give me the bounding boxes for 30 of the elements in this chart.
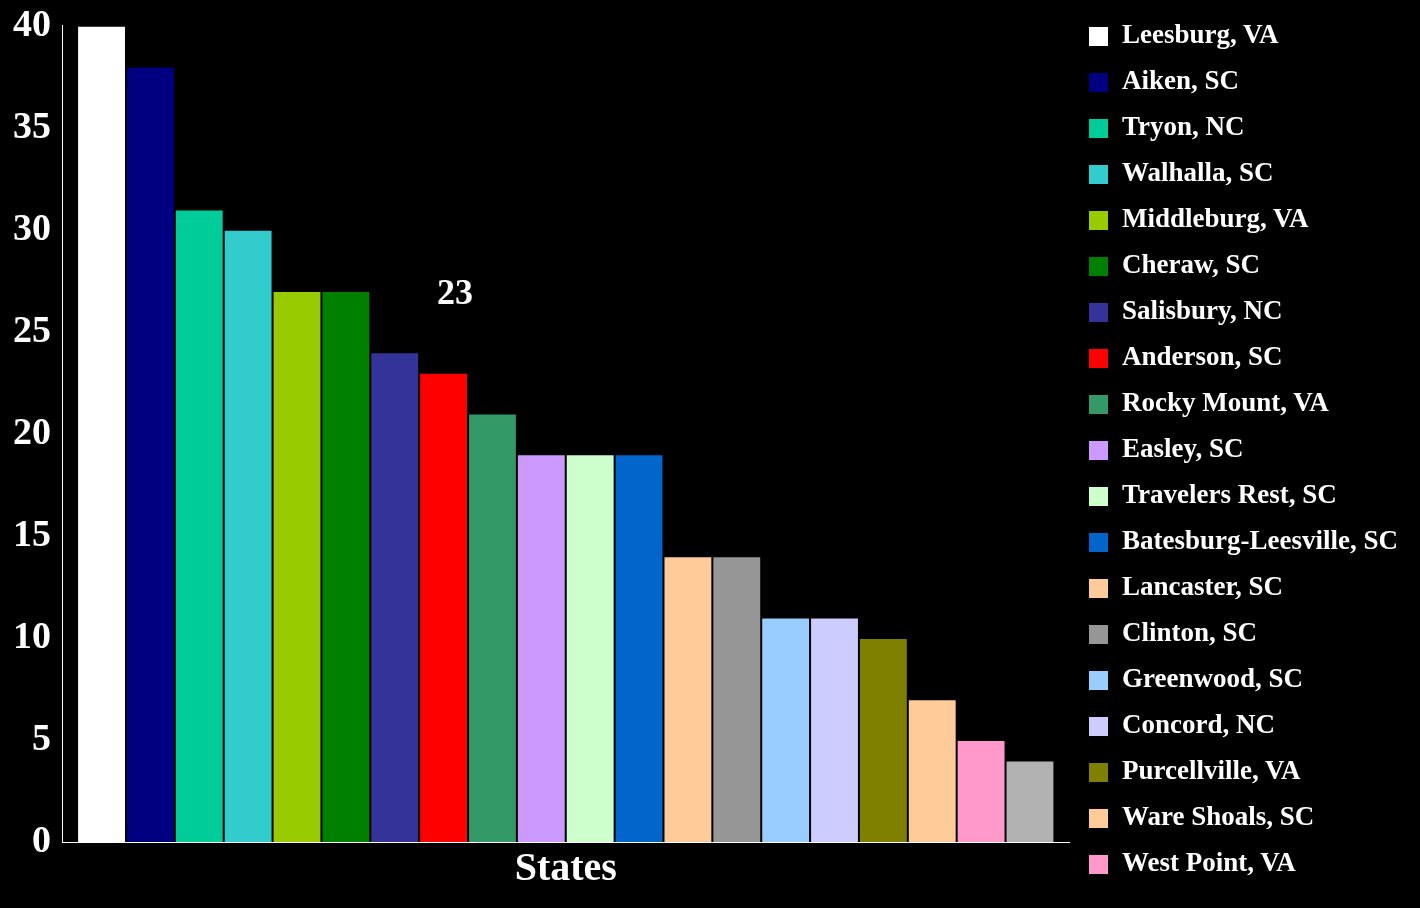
y-tick-label: 35 (13, 103, 51, 146)
legend-label: Ware Shoals, SC (1122, 801, 1315, 832)
legend-label: Greenwood, SC (1122, 663, 1304, 694)
legend-label: Travelers Rest, SC (1122, 479, 1337, 510)
legend-label: West Point, VA (1122, 847, 1297, 878)
legend-label: Easley, SC (1122, 433, 1244, 464)
legend-label: Walhalla, SC (1122, 157, 1274, 188)
annotation: 23 (436, 272, 473, 313)
y-tick-label: 5 (32, 715, 51, 758)
y-tick-label: 25 (13, 307, 51, 350)
legend-label: Batesburg-Leesville, SC (1122, 525, 1399, 556)
y-tick-label: 10 (13, 613, 51, 656)
legend-label: Tryon, NC (1122, 111, 1245, 142)
legend-label: Salisbury, NC (1122, 295, 1283, 326)
legend-label: Cheraw, SC (1122, 249, 1261, 280)
x-axis-title: States (514, 844, 617, 890)
legend-label: Aiken, SC (1122, 65, 1240, 96)
legend-label: Anderson, SC (1122, 341, 1283, 372)
legend-label: Middleburg, VA (1122, 203, 1310, 234)
legend-label: Leesburg, VA (1122, 19, 1280, 50)
y-tick-label: 20 (13, 409, 51, 452)
legend-label: Concord, NC (1122, 709, 1276, 740)
legend-label: Lancaster, SC (1122, 571, 1284, 602)
y-tick-label: 0 (32, 817, 51, 860)
y-tick-label: 30 (13, 205, 51, 248)
y-tick-label: 15 (13, 511, 51, 554)
legend-label: Purcellville, VA (1122, 755, 1302, 786)
legend-label: Rocky Mount, VA (1122, 387, 1330, 418)
y-tick-label: 40 (13, 1, 51, 44)
legend-label: Clinton, SC (1122, 617, 1258, 648)
